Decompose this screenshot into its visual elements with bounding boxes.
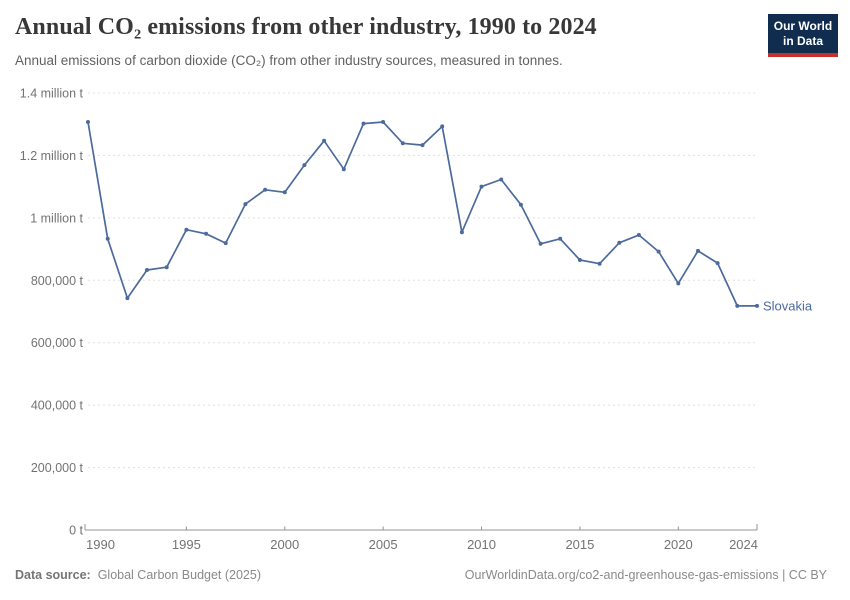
data-point[interactable] [755,303,759,308]
data-point[interactable] [538,241,543,246]
data-point[interactable] [145,268,149,272]
data-point[interactable] [597,261,602,266]
owid-logo-line2: in Data [782,34,823,48]
data-point[interactable] [164,265,169,270]
chart-subtitle: Annual emissions of carbon dioxide (CO₂)… [15,53,563,68]
data-point[interactable] [656,249,661,254]
data-point[interactable] [263,187,268,192]
data-point[interactable] [322,138,327,143]
data-point[interactable] [715,261,720,266]
x-tick-label: 1990 [86,537,115,552]
x-tick-label: 2005 [369,537,398,552]
chart-footer: OurWorldinData.org/co2-and-greenhouse-ga… [15,568,827,582]
data-point[interactable] [676,281,681,286]
y-tick-label: 1 million t [30,211,83,225]
x-tick-label: 2020 [664,537,693,552]
data-point[interactable] [577,258,582,262]
data-point[interactable] [125,296,130,301]
data-point[interactable] [617,240,622,245]
data-point[interactable] [558,236,563,241]
data-point[interactable] [499,177,504,182]
x-tick-label: 1995 [172,537,201,552]
owid-logo[interactable]: Our World in Data [768,14,838,57]
page-title: Annual CO₂ emissions from other industry… [15,14,597,40]
y-tick-label: 400,000 t [31,399,84,413]
slovakia-line[interactable] [87,121,758,307]
data-point[interactable] [440,124,445,129]
y-tick-label: 1.2 million t [20,149,84,163]
datasource-text: Global Carbon Budget (2025) [97,568,262,582]
y-tick-label: 0 t [69,524,83,538]
data-point[interactable] [282,190,287,195]
data-point[interactable] [184,227,189,232]
data-point[interactable] [361,121,366,126]
data-point[interactable] [86,120,90,124]
data-point[interactable] [459,230,464,235]
data-point[interactable] [420,143,425,148]
owid-logo-redbar [768,53,838,57]
data-point[interactable] [400,141,405,146]
x-tick-label: 2024 [729,537,758,552]
data-point[interactable] [636,233,641,237]
data-point[interactable] [696,248,700,253]
data-point[interactable] [204,231,209,236]
y-tick-label: 1.4 million t [20,87,84,101]
entity-label-slovakia[interactable]: Slovakia [763,298,813,313]
data-point[interactable] [223,241,228,246]
data-point[interactable] [341,167,346,172]
owid-logo-box: Our World in Data [768,14,838,53]
data-point[interactable] [479,184,484,189]
y-tick-label: 200,000 t [31,461,84,475]
data-point[interactable] [302,163,307,168]
data-point[interactable] [243,202,248,207]
y-tick-label: 800,000 t [31,274,84,288]
x-tick-label: 2010 [467,537,496,552]
data-point[interactable] [518,202,523,207]
data-point[interactable] [105,236,110,241]
data-point[interactable] [381,120,386,124]
y-tick-label: 600,000 t [31,336,84,350]
x-tick-label: 2000 [270,537,299,552]
datasource-label: Data source: [15,568,91,582]
owid-logo-line1: Our World [773,19,833,33]
footer-link[interactable]: OurWorldinData.org/co2-and-greenhouse-ga… [464,568,827,582]
x-tick-label: 2015 [565,537,594,552]
data-point[interactable] [735,303,740,308]
